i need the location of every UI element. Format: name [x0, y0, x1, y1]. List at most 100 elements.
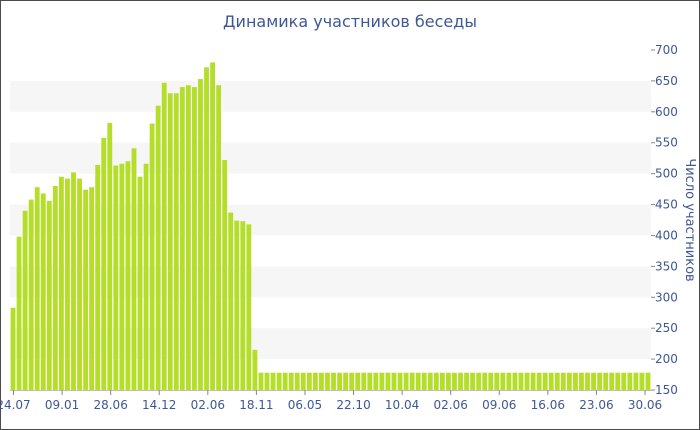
- bar[interactable]: [560, 372, 566, 390]
- bar[interactable]: [101, 137, 107, 390]
- bar[interactable]: [288, 372, 294, 390]
- bar[interactable]: [228, 212, 234, 390]
- bar[interactable]: [58, 176, 64, 390]
- bar[interactable]: [65, 178, 70, 390]
- bar[interactable]: [409, 372, 415, 390]
- bar[interactable]: [615, 372, 621, 390]
- bar[interactable]: [252, 349, 258, 390]
- bar[interactable]: [397, 372, 403, 390]
- bar[interactable]: [536, 372, 542, 390]
- bar[interactable]: [143, 163, 149, 390]
- bar[interactable]: [566, 372, 572, 390]
- bar[interactable]: [167, 93, 173, 391]
- bar[interactable]: [337, 372, 342, 390]
- bar[interactable]: [597, 372, 603, 390]
- bar[interactable]: [119, 163, 125, 390]
- bar[interactable]: [234, 220, 240, 390]
- bar[interactable]: [149, 123, 155, 390]
- bar[interactable]: [276, 372, 282, 390]
- bar[interactable]: [572, 372, 578, 390]
- bar[interactable]: [71, 172, 76, 390]
- bar[interactable]: [125, 161, 131, 390]
- bar[interactable]: [246, 224, 252, 390]
- bar[interactable]: [548, 372, 554, 390]
- bar[interactable]: [28, 199, 34, 390]
- bar[interactable]: [391, 372, 397, 390]
- bar[interactable]: [470, 372, 476, 390]
- bar[interactable]: [591, 372, 596, 390]
- bar[interactable]: [427, 372, 433, 390]
- bar[interactable]: [264, 372, 270, 390]
- bar[interactable]: [355, 372, 361, 390]
- bar[interactable]: [452, 372, 457, 390]
- bar[interactable]: [645, 372, 651, 390]
- bar[interactable]: [282, 372, 288, 390]
- bar[interactable]: [306, 372, 312, 390]
- bar[interactable]: [77, 178, 82, 390]
- bar[interactable]: [476, 372, 482, 390]
- bar[interactable]: [40, 193, 46, 390]
- bar[interactable]: [16, 236, 22, 390]
- bar[interactable]: [530, 372, 536, 390]
- bar[interactable]: [385, 372, 391, 390]
- bar[interactable]: [331, 372, 336, 390]
- bar[interactable]: [210, 62, 216, 391]
- bar[interactable]: [89, 187, 95, 390]
- bar[interactable]: [204, 67, 209, 390]
- bar[interactable]: [319, 372, 324, 390]
- bar[interactable]: [95, 164, 101, 390]
- bar[interactable]: [639, 372, 645, 390]
- bar[interactable]: [512, 372, 518, 390]
- bar[interactable]: [633, 372, 639, 390]
- bar[interactable]: [518, 372, 524, 390]
- bar[interactable]: [161, 82, 167, 390]
- bar[interactable]: [433, 372, 439, 390]
- bar[interactable]: [627, 372, 633, 390]
- bar[interactable]: [621, 372, 627, 390]
- bar[interactable]: [579, 372, 584, 390]
- bar[interactable]: [373, 372, 379, 390]
- bar[interactable]: [609, 372, 615, 390]
- bar[interactable]: [325, 372, 330, 390]
- bar[interactable]: [403, 372, 409, 390]
- bar[interactable]: [500, 372, 506, 390]
- bar[interactable]: [542, 372, 548, 390]
- bar[interactable]: [603, 372, 609, 390]
- bar[interactable]: [446, 372, 451, 390]
- bar[interactable]: [421, 372, 427, 390]
- bar[interactable]: [179, 87, 185, 390]
- bar[interactable]: [585, 372, 590, 390]
- bar[interactable]: [258, 372, 264, 390]
- bar[interactable]: [222, 160, 228, 390]
- bar[interactable]: [137, 176, 143, 390]
- bar[interactable]: [216, 85, 222, 391]
- bar[interactable]: [46, 200, 52, 390]
- bar[interactable]: [458, 372, 463, 390]
- bar[interactable]: [270, 372, 276, 390]
- bar[interactable]: [113, 165, 119, 390]
- bar[interactable]: [343, 372, 349, 390]
- bar[interactable]: [554, 372, 560, 390]
- bar[interactable]: [22, 210, 28, 390]
- bar[interactable]: [349, 372, 355, 390]
- bar[interactable]: [240, 221, 246, 390]
- bar[interactable]: [464, 372, 469, 390]
- bar[interactable]: [482, 372, 488, 390]
- bar[interactable]: [52, 186, 58, 390]
- bar[interactable]: [83, 189, 89, 390]
- bar[interactable]: [506, 372, 512, 390]
- bar[interactable]: [185, 85, 191, 391]
- bar[interactable]: [379, 372, 385, 390]
- bar[interactable]: [312, 372, 318, 390]
- bar[interactable]: [192, 87, 197, 390]
- bar[interactable]: [155, 105, 161, 390]
- bar[interactable]: [439, 372, 445, 390]
- bar[interactable]: [367, 372, 373, 390]
- bar[interactable]: [294, 372, 300, 390]
- bar[interactable]: [524, 372, 530, 390]
- bar[interactable]: [300, 372, 306, 390]
- bar[interactable]: [173, 93, 179, 391]
- bar[interactable]: [415, 372, 421, 390]
- bar[interactable]: [10, 307, 16, 390]
- bar[interactable]: [34, 187, 40, 390]
